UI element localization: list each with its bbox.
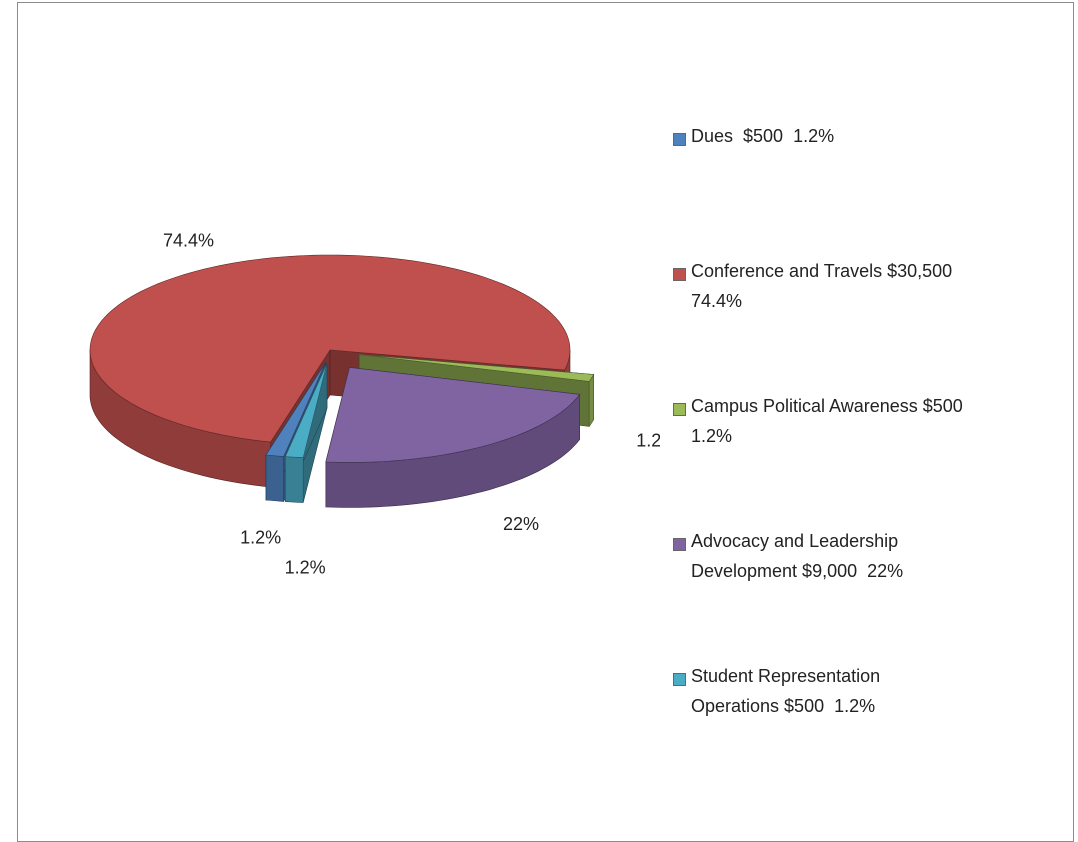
legend-label: Conference and Travels $30,500 74.4%	[691, 261, 953, 311]
pie-slice	[284, 362, 328, 503]
legend-swatch	[673, 673, 686, 686]
slice-wall	[265, 454, 284, 502]
legend-swatch	[673, 403, 686, 416]
legend-swatch	[673, 133, 686, 146]
legend-item: Advocacy and Leadership Development $9,0…	[673, 531, 903, 586]
legend-swatch	[673, 268, 686, 281]
data-label: 22%	[503, 514, 539, 534]
legend-item: Student Representation Operations $500 1…	[673, 666, 880, 721]
legend-label: Dues $500 1.2%	[691, 126, 835, 146]
legend-label: Campus Political Awareness $500 1.2%	[691, 396, 963, 446]
legend-item: Dues $500 1.2%	[673, 126, 834, 151]
slice-top	[265, 362, 326, 457]
legend-item: Campus Political Awareness $500 1.2%	[673, 396, 963, 451]
slice-top	[359, 354, 595, 382]
slice-top	[325, 367, 581, 463]
legend-label: Student Representation Operations $500 1…	[691, 666, 881, 716]
data-label: 1.2%	[240, 528, 281, 548]
pie-slice	[325, 367, 581, 508]
slice-wall	[588, 373, 594, 428]
slice-wall	[285, 456, 304, 503]
slice-top	[284, 362, 328, 458]
slice-top	[89, 254, 571, 443]
legend-label: Advocacy and Leadership Development $9,0…	[691, 531, 904, 581]
data-label: 1.2%	[636, 430, 660, 450]
legend-swatch	[673, 538, 686, 551]
data-label: 74.4%	[163, 230, 214, 250]
data-label: 1.2%	[285, 557, 326, 577]
chart: 1.2% 74.4% 1.2% 22% 1.2%	[89, 230, 660, 577]
legend-item: Conference and Travels $30,500 74.4%	[673, 261, 952, 316]
